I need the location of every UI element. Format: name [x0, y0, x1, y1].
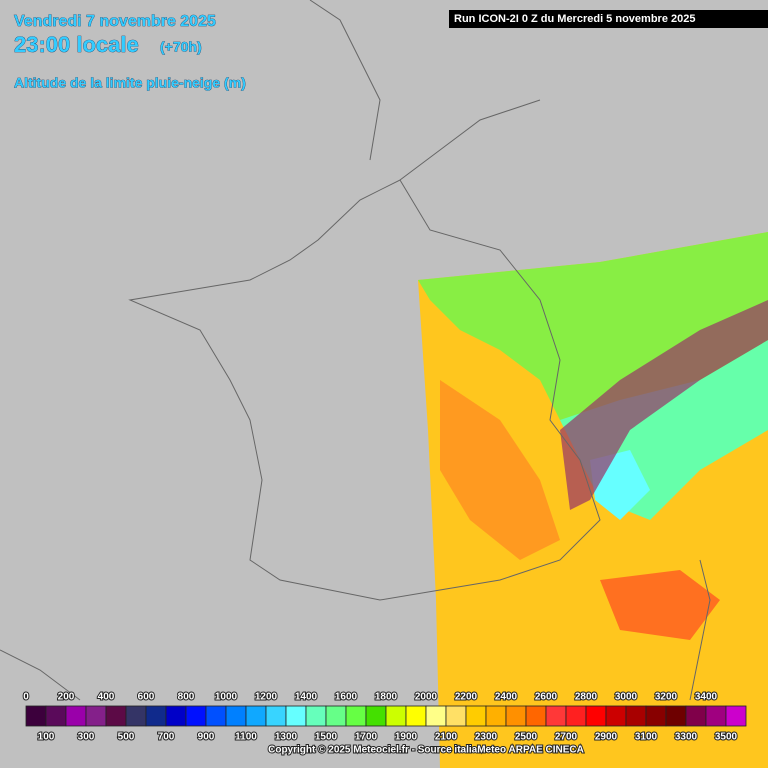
legend-swatch: [325, 705, 347, 727]
legend-swatch: [405, 705, 427, 727]
legend-label: 200: [58, 692, 75, 703]
legend-label: 2500: [515, 732, 538, 743]
legend-swatch: [245, 705, 267, 727]
legend-label: 3400: [695, 692, 718, 703]
legend-label: 2400: [495, 692, 518, 703]
legend-label: 400: [98, 692, 115, 703]
legend-label: 3000: [615, 692, 638, 703]
legend-swatch: [465, 705, 487, 727]
legend-label: 2200: [455, 692, 478, 703]
legend-swatch: [345, 705, 367, 727]
legend-swatch: [125, 705, 147, 727]
legend-label: 1600: [335, 692, 358, 703]
legend-swatch: [665, 705, 687, 727]
legend-swatch: [385, 705, 407, 727]
legend-swatch: [725, 705, 747, 727]
legend-swatch: [165, 705, 187, 727]
legend-label: 900: [198, 732, 215, 743]
legend-label: 1400: [295, 692, 318, 703]
legend-swatch: [645, 705, 667, 727]
legend-swatch: [565, 705, 587, 727]
legend-swatch: [425, 705, 447, 727]
warm-sea: [600, 570, 720, 640]
run-box: [449, 10, 768, 28]
legend-swatch: [545, 705, 567, 727]
legend-swatch: [145, 705, 167, 727]
legend-label: 3200: [655, 692, 678, 703]
legend-label: 1200: [255, 692, 278, 703]
legend-label: 2900: [595, 732, 618, 743]
legend-swatch: [305, 705, 327, 727]
legend-swatch: [45, 705, 67, 727]
legend-label: 3100: [635, 732, 658, 743]
legend-swatch: [485, 705, 507, 727]
snow-zone: [560, 300, 768, 510]
legend-swatch: [65, 705, 87, 727]
legend-swatch: [705, 705, 727, 727]
subtitle: Altitude de la limite pluie-neige (m): [14, 75, 246, 91]
coastlines: [0, 0, 711, 701]
legend-swatch: [205, 705, 227, 727]
legend-swatch: [685, 705, 707, 727]
legend-label: 1500: [315, 732, 338, 743]
legend-label: 0: [23, 692, 29, 703]
legend-label: 1800: [375, 692, 398, 703]
legend-label: 2000: [415, 692, 438, 703]
legend-label: 700: [158, 732, 175, 743]
legend-swatch: [445, 705, 467, 727]
legend-swatch: [85, 705, 107, 727]
legend-swatch: [25, 705, 47, 727]
warm-area: [440, 380, 560, 560]
legend-label: 1900: [395, 732, 418, 743]
legend-label: 1100: [235, 732, 257, 743]
legend-swatch: [585, 705, 607, 727]
legend-swatch: [505, 705, 527, 727]
legend-label: 600: [138, 692, 155, 703]
date: Vendredi 7 novembre 2025: [14, 13, 216, 30]
legend-label: 2700: [555, 732, 578, 743]
legend-swatch: [285, 705, 307, 727]
lead-time: (+70h): [160, 39, 202, 55]
legend-label: 2300: [475, 732, 498, 743]
legend-swatch: [265, 705, 287, 727]
legend-label: 2800: [575, 692, 598, 703]
legend-swatch: [625, 705, 647, 727]
legend-label: 1700: [355, 732, 378, 743]
legend-label: 2600: [535, 692, 558, 703]
legend-label: 100: [38, 732, 55, 743]
legend-label: 500: [118, 732, 135, 743]
legend-label: 3500: [715, 732, 738, 743]
legend-swatch: [525, 705, 547, 727]
legend-swatch: [365, 705, 387, 727]
legend-swatch: [605, 705, 627, 727]
copyright: Copyright © 2025 Meteociel.fr - Source i…: [268, 745, 584, 756]
legend-label: 300: [78, 732, 95, 743]
legend-label: 800: [178, 692, 195, 703]
time: 23:00 locale: [14, 32, 139, 57]
legend-label: 3300: [675, 732, 698, 743]
legend-swatch: [185, 705, 207, 727]
legend-label: 1300: [275, 732, 298, 743]
legend-label: 2100: [435, 732, 458, 743]
legend-swatch: [225, 705, 247, 727]
run-info: Run ICON-2I 0 Z du Mercredi 5 novembre 2…: [454, 13, 695, 25]
legend-swatch: [105, 705, 127, 727]
legend-label: 1000: [215, 692, 238, 703]
